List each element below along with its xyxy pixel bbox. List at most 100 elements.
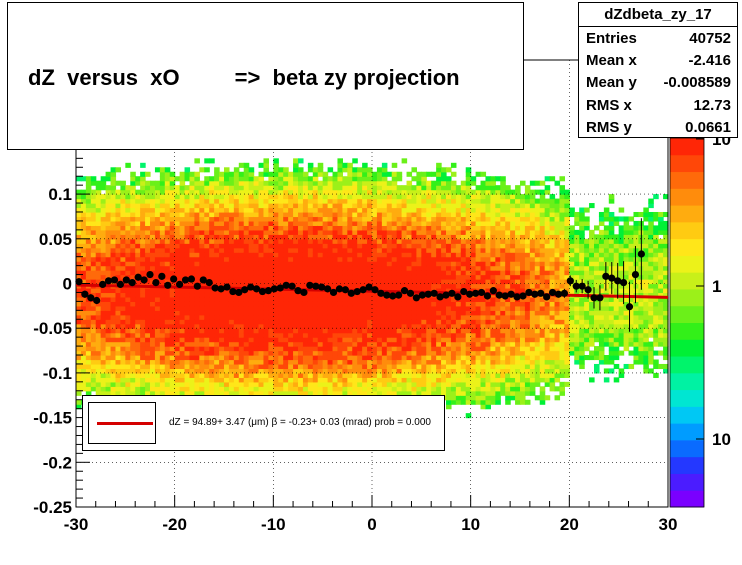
heatmap-cell	[352, 238, 358, 244]
heatmap-cell	[268, 171, 274, 177]
heatmap-cell	[376, 341, 383, 347]
heatmap-cell	[120, 225, 126, 231]
heatmap-cell	[293, 247, 299, 253]
heatmap-cell	[357, 274, 363, 280]
heatmap-cell	[357, 355, 363, 361]
heatmap-cell	[258, 238, 265, 244]
heatmap-cell	[475, 261, 482, 267]
heatmap-cell	[125, 247, 131, 253]
heatmap-cell	[189, 372, 195, 378]
heatmap-cell	[510, 377, 516, 383]
heatmap-cell	[446, 372, 452, 378]
heatmap-cell	[510, 247, 516, 253]
heatmap-cell	[362, 337, 368, 343]
heatmap-cell	[510, 363, 516, 370]
heatmap-cell	[154, 220, 161, 226]
heatmap-cell	[243, 350, 250, 356]
heatmap-cell	[105, 238, 112, 244]
heatmap-cell	[184, 386, 191, 392]
heatmap-cell	[391, 368, 398, 374]
heatmap-cell	[273, 238, 279, 244]
heatmap-cell	[115, 203, 121, 209]
heatmap-cell	[233, 261, 240, 267]
heatmap-cell	[421, 341, 427, 347]
heatmap-cell	[357, 194, 363, 200]
heatmap-cell	[228, 350, 235, 356]
heatmap-cell	[95, 381, 102, 387]
heatmap-cell	[174, 211, 181, 218]
heatmap-cell	[263, 158, 269, 164]
heatmap-cell	[362, 225, 368, 231]
heatmap-cell	[224, 274, 230, 280]
heatmap-cell	[450, 372, 457, 378]
heatmap-cell	[357, 207, 363, 213]
heatmap-cell	[150, 247, 156, 253]
heatmap-cell	[243, 328, 250, 334]
heatmap-cell	[455, 252, 462, 258]
heatmap-cell	[480, 265, 487, 271]
heatmap-cell	[342, 359, 348, 365]
heatmap-cell	[95, 234, 102, 240]
heatmap-cell	[228, 301, 235, 307]
heatmap-cell	[263, 185, 269, 191]
heatmap-cell	[159, 346, 166, 352]
heatmap-cell	[421, 368, 427, 374]
heatmap-cell	[342, 328, 348, 334]
heatmap-cell	[372, 328, 378, 334]
heatmap-cell	[312, 211, 319, 218]
heatmap-cell	[539, 377, 546, 383]
heatmap-cell	[120, 211, 126, 218]
heatmap-cell	[224, 310, 230, 316]
heatmap-cell	[342, 350, 348, 356]
heatmap-cell	[450, 301, 457, 307]
heatmap-cell	[485, 238, 491, 244]
heatmap-cell	[209, 207, 215, 213]
heatmap-cell	[376, 176, 383, 182]
heatmap-cell	[460, 314, 467, 320]
heatmap-cell	[273, 337, 279, 343]
heatmap-cell	[312, 229, 319, 235]
heatmap-cell	[515, 350, 521, 356]
heatmap-cell	[431, 256, 437, 262]
heatmap-cell	[80, 310, 87, 316]
heatmap-cell	[367, 229, 373, 235]
heatmap-cell	[268, 270, 274, 276]
heatmap-cell	[475, 395, 482, 401]
heatmap-cell	[273, 350, 279, 356]
heatmap-cell	[495, 287, 501, 294]
heatmap-cell	[352, 274, 358, 280]
heatmap-cell	[411, 234, 417, 240]
heatmap-cell	[534, 198, 541, 204]
heatmap-cell	[367, 211, 373, 218]
heatmap-cell	[426, 355, 432, 361]
heatmap-cell	[411, 310, 417, 316]
heatmap-cell	[159, 279, 166, 285]
heatmap-cell	[228, 194, 235, 200]
heatmap-cell	[174, 287, 181, 294]
heatmap-cell	[307, 363, 314, 370]
heatmap-cell	[90, 377, 97, 383]
heatmap-cell	[105, 203, 112, 209]
heatmap-cell	[431, 229, 437, 235]
heatmap-cell	[421, 301, 427, 307]
heatmap-cell	[268, 252, 274, 258]
heatmap-cell	[228, 216, 235, 222]
heatmap-cell	[327, 328, 334, 334]
heatmap-cell	[510, 305, 516, 311]
heatmap-cell	[154, 368, 161, 374]
heatmap-cell	[317, 216, 324, 222]
heatmap-cell	[455, 229, 462, 235]
heatmap-cell	[298, 167, 304, 173]
heatmap-cell	[288, 310, 294, 316]
heatmap-cell	[184, 323, 191, 329]
heatmap-cell	[431, 185, 437, 191]
heatmap-cell	[376, 238, 383, 244]
heatmap-cell	[278, 359, 284, 365]
heatmap-cell	[214, 363, 220, 370]
heatmap-cell	[436, 176, 442, 182]
heatmap-cell	[209, 363, 215, 370]
heatmap-cell	[140, 270, 146, 276]
heatmap-cell	[475, 283, 482, 289]
heatmap-cell	[135, 211, 141, 218]
heatmap-cell	[80, 274, 87, 280]
